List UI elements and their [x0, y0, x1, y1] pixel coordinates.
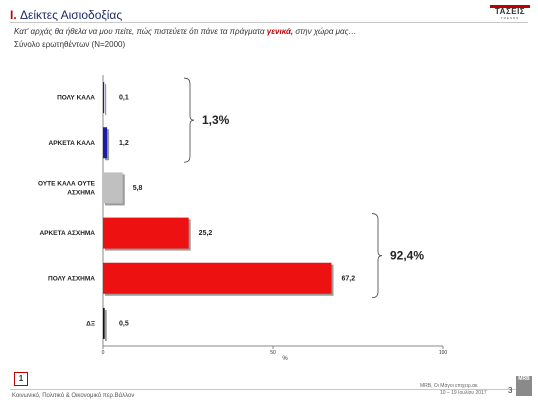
value-label: 67,2: [341, 275, 355, 282]
page-title: I. Δείκτες Αισιοδοξίας: [10, 8, 122, 22]
logo-name: ΤΑΣΕΙΣ: [494, 7, 526, 16]
page-number: 3: [508, 386, 513, 395]
title-text: Δείκτες Αισιοδοξίας: [20, 8, 123, 22]
page-box: 1: [14, 372, 28, 386]
bar: [103, 172, 123, 204]
bar-shadow: [105, 309, 107, 341]
bar: [103, 262, 332, 294]
header-divider: [10, 22, 528, 23]
category-label: ΠΟΛΥ ΚΑΛΑ: [57, 95, 95, 102]
question-highlight: γενικά,: [266, 27, 294, 36]
value-label: 1,2: [119, 140, 129, 147]
category-label: ΟΥΤΕ ΚΑΛΑ ΟΥΤΕ: [38, 180, 96, 187]
tasis-logo: ΤΑΣΕΙΣ TRENDS: [490, 5, 530, 20]
footer-left-text: Κοινωνικό, Πολιτικό & Οικονομικό περ.Βάλ…: [12, 393, 135, 399]
logo-bar: [490, 5, 530, 8]
group-label: 92,4%: [390, 249, 424, 263]
category-label: ΔΞ: [86, 320, 95, 327]
section-number: I.: [10, 8, 17, 22]
x-tick-label: 50: [270, 350, 276, 356]
footer-divider: [10, 389, 528, 390]
footer-dates: 10 – 19 Ιουλίου 2017: [440, 390, 487, 396]
group-label: 1,3%: [202, 113, 230, 127]
value-label: 0,1: [119, 95, 129, 102]
question-before: Κατ' αρχάς θα ήθελα να μου πείτε, πώς πι…: [14, 27, 267, 36]
bar: [103, 82, 105, 114]
sample-base: Σύνολο ερωτηθέντων (N=2000): [14, 40, 126, 49]
mrb-logo: MRB: [516, 376, 532, 396]
value-label: 5,8: [133, 185, 143, 192]
category-label: ΑΡΚΕΤΑ ΑΣΧΗΜΑ: [39, 230, 95, 237]
group-brace: [183, 77, 195, 163]
bar: [103, 127, 108, 159]
x-tick-label: 100: [439, 350, 448, 356]
value-label: 25,2: [199, 230, 213, 237]
category-label: ΑΣΧΗΜΑ: [67, 189, 95, 196]
x-axis-label: %: [282, 356, 288, 362]
bar: [103, 307, 105, 339]
category-label: ΑΡΚΕΤΑ ΚΑΛΑ: [49, 140, 96, 147]
question-text: Κατ' αρχάς θα ήθελα να μου πείτε, πώς πι…: [14, 27, 357, 36]
bar-shadow: [105, 84, 107, 116]
logo-sub: TRENDS: [500, 16, 520, 20]
category-label: ΠΟΛΥ ΑΣΧΗΜΑ: [48, 275, 95, 282]
bar: [103, 217, 189, 249]
x-tick-label: 0: [102, 350, 105, 356]
question-after: στην χώρα μας…: [293, 27, 357, 36]
value-label: 0,5: [119, 320, 129, 327]
group-brace: [371, 213, 383, 299]
footer-source: MRB, Οι Μάγοι επιχειρ.ακ: [420, 383, 478, 389]
